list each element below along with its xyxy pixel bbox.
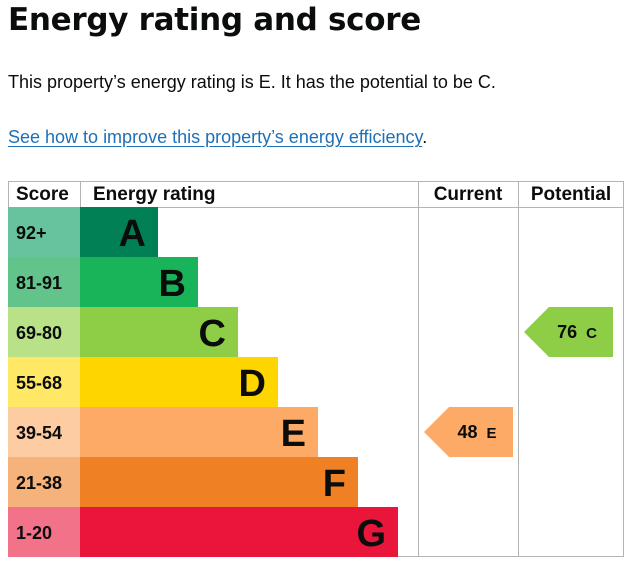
current-rating-arrow — [424, 407, 513, 457]
column-header-score: Score — [16, 184, 69, 205]
potential-rating-letter: C — [586, 325, 597, 342]
improve-paragraph: See how to improve this property’s energ… — [8, 127, 427, 148]
potential-rating-arrow — [524, 307, 613, 357]
column-header-current: Current — [434, 184, 503, 205]
score-cell-e — [8, 407, 80, 457]
improve-link-suffix: . — [422, 127, 428, 147]
rating-bar-a — [80, 207, 158, 257]
score-range-g: 1-20 — [16, 523, 52, 543]
rating-bar-g — [80, 507, 398, 557]
rating-bar-b — [80, 257, 198, 307]
rating-letter-c: C — [199, 313, 226, 355]
rating-bar-d — [80, 357, 278, 407]
score-range-b: 81-91 — [16, 273, 62, 293]
improve-efficiency-link[interactable]: See how to improve this property’s energ… — [8, 127, 423, 147]
rating-bar-f — [80, 457, 358, 507]
rating-letter-e: E — [281, 413, 306, 455]
current-rating-letter: E — [487, 425, 497, 442]
rating-letter-d: D — [239, 363, 266, 405]
rating-letter-a: A — [119, 213, 146, 255]
score-cell-g — [8, 507, 80, 557]
column-header-energy-rating: Energy rating — [93, 184, 215, 205]
score-range-a: 92+ — [16, 223, 47, 243]
current-score-value: 48 — [457, 422, 482, 442]
rating-letter-b: B — [159, 263, 186, 305]
rating-summary: This property’s energy rating is E. It h… — [8, 72, 496, 92]
column-header-potential: Potential — [531, 184, 611, 205]
score-range-c: 69-80 — [16, 323, 62, 343]
potential-score-value: 76 — [557, 322, 582, 342]
rating-letter-g: G — [356, 513, 386, 555]
score-cell-f — [8, 457, 80, 507]
score-cell-d — [8, 357, 80, 407]
score-cell-c — [8, 307, 80, 357]
potential-rating-label: 76 C — [557, 322, 597, 342]
page-title: Energy rating and score — [8, 2, 421, 38]
score-cell-a — [8, 207, 80, 257]
current-rating-label: 48 E — [457, 422, 496, 442]
score-range-d: 55-68 — [16, 373, 62, 393]
rating-bar-c — [80, 307, 238, 357]
score-range-f: 21-38 — [16, 473, 62, 493]
score-cell-b — [8, 257, 80, 307]
rating-letter-f: F — [323, 463, 346, 505]
score-range-e: 39-54 — [16, 423, 62, 443]
rating-bar-e — [80, 407, 318, 457]
